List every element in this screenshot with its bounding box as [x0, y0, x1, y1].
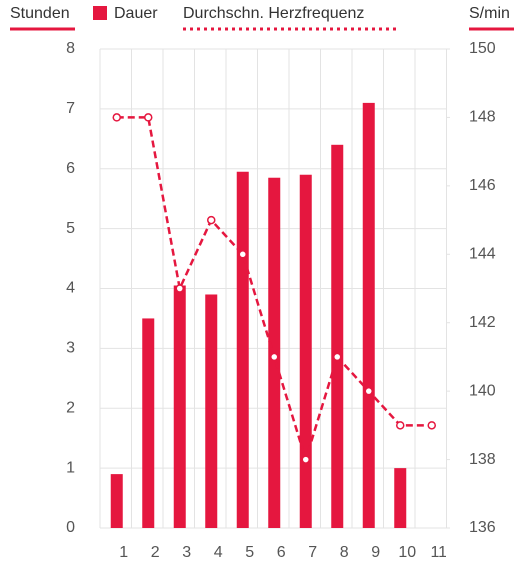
x-tick-label: 7: [308, 544, 317, 561]
bar: [205, 294, 218, 528]
x-tick-label: 5: [245, 544, 254, 561]
y-tick-label: 4: [66, 280, 75, 297]
x-tick-label: 1: [119, 544, 128, 561]
legend-swatch: [93, 6, 107, 20]
y2-tick-label: 148: [469, 109, 496, 126]
bar: [110, 474, 123, 528]
y2-tick-label: 138: [469, 451, 496, 468]
x-tick-label: 4: [214, 544, 223, 561]
line-point: [270, 352, 279, 362]
line-point: [396, 421, 405, 430]
y2-tick-label: 142: [469, 314, 496, 331]
line-point: [333, 352, 342, 362]
bar: [331, 144, 344, 529]
x-tick-label: 3: [182, 544, 191, 561]
x-tick-label: 9: [371, 544, 380, 561]
bar: [142, 318, 155, 528]
bar: [173, 285, 186, 528]
y2-tick-label: 140: [469, 382, 496, 399]
legend-label: Durchschn. Herzfrequenz: [183, 5, 364, 22]
y-tick-label: 8: [66, 40, 75, 57]
line-point: [207, 215, 216, 225]
y2-tick-label: 136: [469, 519, 496, 536]
bar: [236, 171, 249, 528]
y-tick-label: 0: [66, 519, 75, 536]
x-tick-label: 10: [398, 544, 416, 561]
line-point: [238, 250, 247, 259]
bar: [362, 102, 375, 528]
line-point: [144, 113, 153, 122]
bar: [299, 174, 312, 529]
x-tick-label: 6: [277, 544, 286, 561]
line-point: [427, 421, 436, 430]
y-tick-label: 5: [66, 220, 75, 237]
line-point: [112, 113, 121, 122]
y-tick-label: 7: [66, 100, 75, 117]
line-point: [175, 284, 184, 293]
x-tick-label: 11: [430, 544, 447, 561]
x-tick-label: 8: [340, 544, 349, 561]
x-tick-label: 2: [151, 544, 160, 561]
line-point: [364, 386, 373, 396]
y2-tick-label: 150: [469, 40, 496, 57]
y2-tick-label: 144: [469, 246, 496, 263]
line-point: [301, 455, 310, 464]
y-tick-label: 1: [66, 459, 75, 476]
y-tick-label: 6: [66, 160, 75, 177]
x-labels: 1 2 3 4 5 6 7 8 9 10 11: [119, 544, 447, 561]
y-tick-label: 2: [66, 399, 75, 416]
y-axis-title: Stunden: [10, 5, 70, 22]
legend-label: Dauer: [114, 5, 158, 22]
bar: [394, 468, 407, 528]
y-tick-label: 3: [66, 340, 75, 357]
chart-body: 0 1 2 3 4 5 6 7 8 136 138 140 142 144 146 148 150 1 2 3 4 5 6 7…: [10, 5, 514, 561]
y2-tick-label: 146: [469, 177, 496, 194]
y2-axis-title: S/min: [469, 5, 510, 22]
